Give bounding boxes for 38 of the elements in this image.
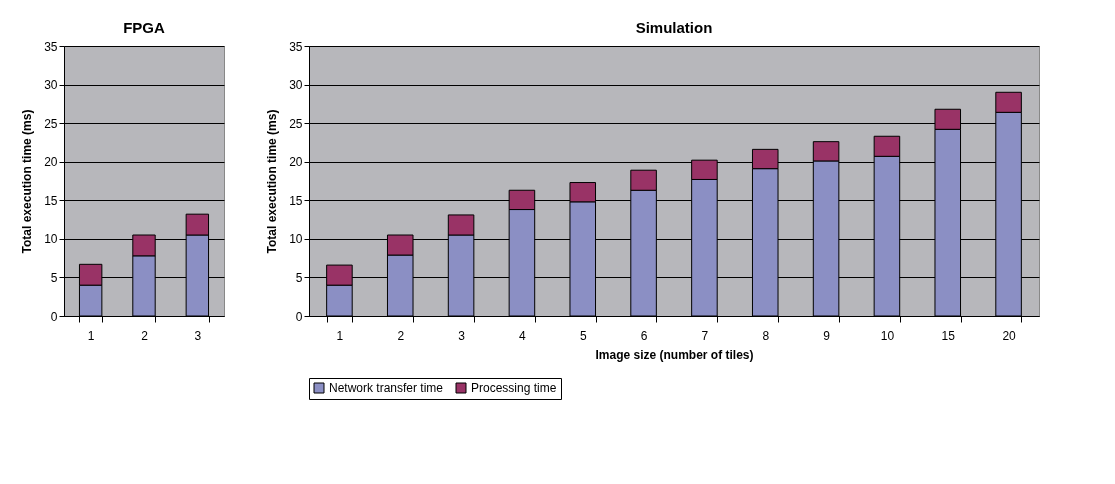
y-tick-label: 20 (44, 155, 58, 170)
y-tick-label: 10 (44, 232, 58, 247)
legend-label: Processing time (471, 381, 557, 395)
x-tick-label: 1 (336, 328, 344, 343)
x-tick-label: 20 (1002, 328, 1017, 343)
y-tick-label: 25 (289, 116, 303, 131)
y-axis-title: Total execution time (ms) (265, 109, 280, 254)
x-tick-label: 7 (701, 328, 709, 343)
y-tick-label: 30 (289, 78, 303, 93)
y-tick-label: 30 (44, 78, 58, 93)
y-tick-label: 25 (44, 116, 58, 131)
x-tick-label: 15 (941, 328, 956, 343)
y-tick-label: 0 (50, 309, 58, 324)
x-tick-label: 9 (823, 328, 831, 343)
x-tick-label: 10 (880, 328, 895, 343)
x-tick-label: 6 (640, 328, 648, 343)
y-axis-title: Total execution time (ms) (20, 109, 35, 254)
y-tick-label: 35 (44, 39, 58, 54)
y-tick-label: 10 (289, 232, 303, 247)
x-tick-label: 1 (87, 328, 95, 343)
y-tick-label: 35 (289, 39, 303, 54)
y-tick-label: 15 (289, 193, 303, 208)
y-tick-label: 5 (295, 270, 303, 285)
x-tick-label: 2 (397, 328, 405, 343)
y-tick-label: 0 (295, 309, 303, 324)
x-tick-label: 2 (141, 328, 149, 343)
x-axis-title: Image size (number of tiles) (595, 347, 754, 362)
y-tick-label: 5 (50, 270, 58, 285)
legend-label: Network transfer time (329, 381, 444, 395)
y-tick-label: 20 (289, 155, 303, 170)
x-tick-label: 4 (519, 328, 527, 343)
x-tick-label: 5 (579, 328, 587, 343)
x-tick-label: 3 (194, 328, 202, 343)
y-tick-label: 15 (44, 193, 58, 208)
x-tick-label: 8 (762, 328, 770, 343)
chart-title: Simulation (635, 19, 713, 36)
x-tick-label: 3 (458, 328, 466, 343)
chart-title: FPGA (123, 19, 165, 36)
